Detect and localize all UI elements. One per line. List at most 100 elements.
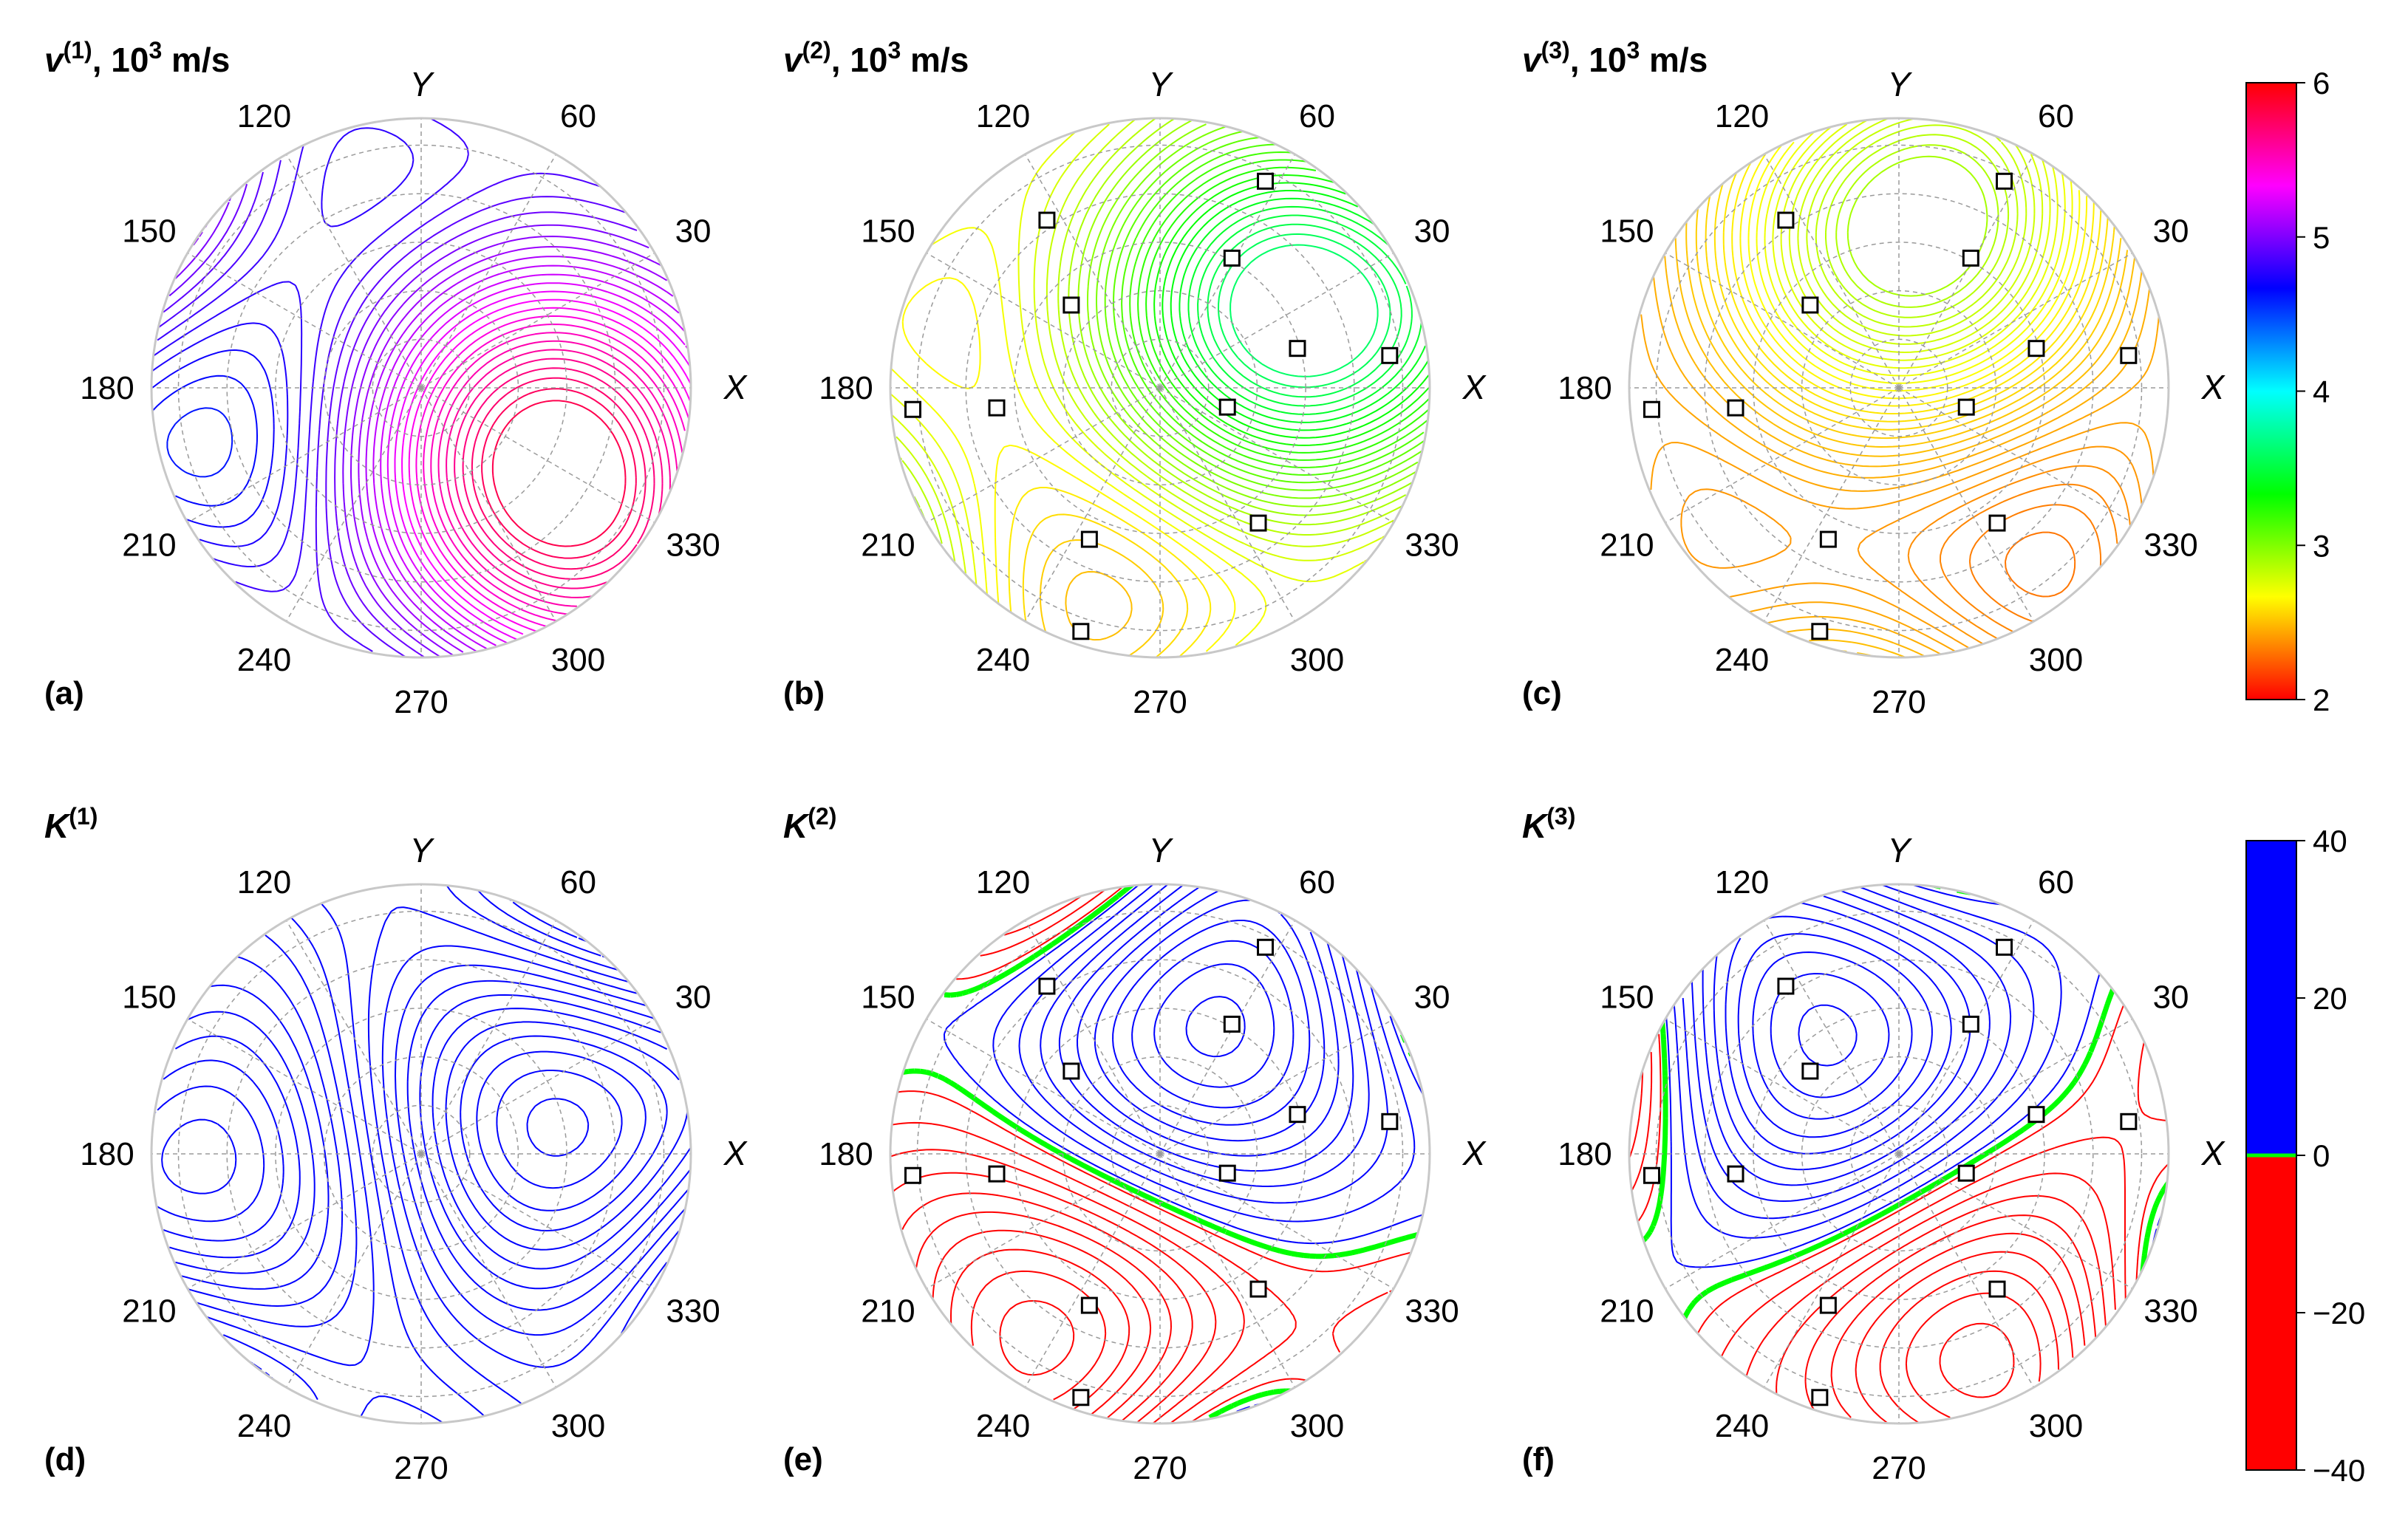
marker-square bbox=[1962, 1015, 1979, 1033]
grid-spoke bbox=[420, 1153, 557, 1388]
angle-tick-label: 300 bbox=[551, 1408, 605, 1444]
grid-spoke bbox=[1898, 387, 2035, 622]
marker-square bbox=[1080, 1296, 1098, 1314]
grid-ring bbox=[1849, 338, 1948, 437]
contour-level bbox=[1131, 940, 1295, 1109]
colorbar-tick-label: 3 bbox=[2313, 528, 2330, 563]
y-axis-label: Y bbox=[1149, 831, 1174, 869]
contour-level bbox=[151, 1085, 265, 1223]
angle-tick-label: 300 bbox=[1290, 642, 1344, 678]
polar-grid bbox=[1629, 884, 2169, 1423]
polar-grid bbox=[151, 884, 691, 1423]
contour-level bbox=[163, 177, 644, 657]
contour-level bbox=[437, 340, 678, 607]
polar-panel-a: 30 60 120 150 180 210 240 270 300 330 X Yv(1), 103 … bbox=[44, 37, 748, 720]
contour-level bbox=[454, 358, 664, 589]
angle-tick-label: 60 bbox=[2038, 98, 2074, 134]
grid-ring bbox=[1655, 144, 2143, 632]
polar-grid bbox=[151, 118, 691, 657]
angle-tick-label: 150 bbox=[1600, 213, 1654, 250]
marker-square bbox=[1727, 399, 1744, 417]
contour-level bbox=[1170, 190, 1430, 431]
angle-tick-label: 210 bbox=[861, 527, 915, 564]
title-title-base: K bbox=[783, 807, 810, 845]
contour-lines bbox=[890, 118, 1430, 657]
contour-level bbox=[406, 980, 691, 1311]
contour-level bbox=[1846, 155, 1988, 297]
polar-panel-d: 30 60 120 150 180 210 240 270 300 330 X Y K(1) (d) bbox=[44, 803, 748, 1486]
grid-ring bbox=[372, 338, 471, 437]
angle-tick-label: 240 bbox=[1715, 1408, 1769, 1444]
contour-level bbox=[1682, 885, 2035, 1220]
grid-ring bbox=[1655, 910, 2143, 1398]
contour-level bbox=[1087, 123, 1419, 507]
marker-square bbox=[1801, 296, 1819, 314]
angle-tick-label: 120 bbox=[237, 98, 291, 134]
angle-tick-label: 330 bbox=[1405, 527, 1459, 564]
marker-square bbox=[1218, 398, 1236, 416]
grid-ring bbox=[177, 144, 665, 632]
angle-tick-label: 330 bbox=[666, 527, 720, 564]
angle-tick-label: 300 bbox=[551, 642, 605, 678]
marker-square bbox=[1072, 623, 1090, 640]
focusing-colorbar: 40 20 0 −20 −40 bbox=[2245, 824, 2365, 1488]
angle-tick-label: 60 bbox=[1299, 864, 1335, 900]
contour-level bbox=[496, 1070, 623, 1189]
contour-level bbox=[1770, 973, 1890, 1098]
angle-tick-label: 240 bbox=[237, 1408, 291, 1444]
x-axis-label: X bbox=[2201, 368, 2226, 406]
marker-square bbox=[1289, 340, 1306, 358]
angle-tick-label: 120 bbox=[976, 864, 1030, 900]
grid-ring bbox=[275, 242, 567, 534]
panel-label: (e) bbox=[783, 1441, 823, 1477]
title-title-sup: (2) bbox=[808, 803, 836, 830]
y-axis-label: Y bbox=[1149, 65, 1174, 103]
title-title-sup: (3) bbox=[1546, 803, 1575, 830]
title-title-unit-sup: 3 bbox=[887, 37, 901, 64]
angle-tick-label: 270 bbox=[1133, 1450, 1187, 1486]
contour-level bbox=[1939, 1322, 2015, 1398]
contour-level bbox=[1764, 129, 2066, 377]
grid-ring bbox=[226, 193, 616, 583]
marker-square bbox=[1996, 172, 2013, 190]
marker-square bbox=[1727, 1165, 1744, 1183]
contour-level bbox=[896, 118, 1400, 562]
grid-ring bbox=[1014, 1008, 1306, 1300]
polar-panel-e: 30 60 120 150 180 210 240 270 300 330 X Y K(2) (e) bbox=[783, 803, 1487, 1486]
angle-tick-label: 330 bbox=[666, 1293, 720, 1330]
marker-square bbox=[1988, 514, 2006, 532]
velocity-colorbar: 6 5 4 3 2 bbox=[2245, 66, 2330, 717]
polar-boundary bbox=[150, 117, 692, 659]
y-axis-label: Y bbox=[410, 831, 435, 869]
contour-level bbox=[1629, 1112, 2107, 1394]
grid-spoke bbox=[1898, 1018, 2133, 1155]
angle-tick-label: 60 bbox=[560, 98, 596, 134]
contour-level bbox=[1806, 118, 2027, 337]
marker-square bbox=[1381, 346, 1399, 364]
colorbar-positive bbox=[2246, 841, 2296, 1155]
grid-ring bbox=[1753, 242, 2045, 534]
marker-square bbox=[1957, 1164, 1975, 1182]
grid-spoke bbox=[1898, 920, 2035, 1155]
angle-tick-label: 30 bbox=[675, 213, 712, 250]
contour-level bbox=[1680, 445, 2143, 646]
marker-square bbox=[1381, 1112, 1399, 1130]
x-axis-label: X bbox=[2201, 1134, 2226, 1172]
contour-level bbox=[157, 118, 469, 592]
angle-tick-label: 180 bbox=[1558, 1136, 1611, 1172]
grid-spoke bbox=[285, 387, 422, 622]
grid-spoke bbox=[1024, 1153, 1161, 1388]
contour-level bbox=[1179, 197, 1426, 423]
marker-square bbox=[1038, 211, 1056, 229]
colorbar-negative bbox=[2246, 1155, 2296, 1470]
marker-square bbox=[1962, 249, 1979, 267]
grid-ring bbox=[1704, 193, 2094, 583]
marker-square bbox=[988, 399, 1006, 417]
contour-level bbox=[358, 246, 668, 653]
contour-level bbox=[1058, 884, 1354, 1172]
contour-level bbox=[1825, 134, 2010, 318]
polar-grid bbox=[890, 118, 1430, 657]
contour-level bbox=[460, 1035, 668, 1231]
marker-square bbox=[904, 400, 921, 418]
